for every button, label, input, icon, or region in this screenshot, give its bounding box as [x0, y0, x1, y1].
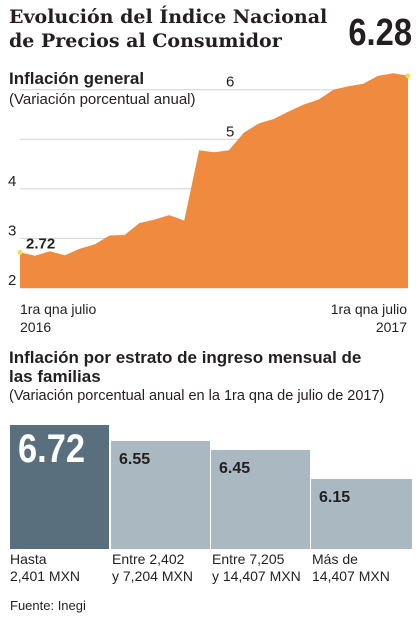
x-label-start: 1ra qna julio 2016	[20, 300, 96, 336]
page-title: Evolución del Índice Nacional de Precios…	[9, 6, 328, 52]
inflation-area-chart: 2 3 4 5 6 2.72	[8, 73, 411, 289]
bar-value-2402-7204: 6.55	[119, 451, 151, 468]
x-label-start-line1: 1ra qna julio	[20, 301, 97, 317]
category-label-mas-14407: Más de 14,407 MXN	[312, 551, 390, 585]
category-label-hasta-2401: Hasta 2,401 MXN	[10, 551, 80, 585]
x-label-end-line2: 2017	[375, 319, 407, 335]
end-point-marker	[405, 73, 411, 79]
category-label-line2: 2,401 MXN	[10, 568, 81, 584]
series-markers: 2.72	[17, 73, 411, 255]
bar-value-mas-14407: 6.15	[319, 488, 351, 506]
y-tick-6: 6	[226, 74, 234, 91]
inflation-area	[20, 73, 408, 288]
category-label-7205-14407: Entre 7,205 y 14,407 MXN	[212, 551, 301, 585]
category-label-line2: y 14,407 MXN	[212, 568, 301, 584]
x-label-start-line2: 2016	[20, 319, 52, 335]
x-label-end-line1: 1ra qna julio	[330, 301, 407, 317]
bar-hasta-2401: 6.72	[10, 425, 109, 549]
category-label-line2: 14,407 MXN	[312, 568, 390, 584]
category-label-2402-7204: Entre 2,402 y 7,204 MXN	[112, 551, 193, 585]
y-tick-2: 2	[8, 272, 16, 289]
source-note: Fuente: Inegi	[10, 598, 86, 613]
line-chart-subtitle: (Variación porcentual anual)	[9, 91, 196, 108]
category-label-line1: Hasta	[10, 551, 47, 567]
category-label-line2: y 7,204 MXN	[112, 568, 193, 584]
y-tick-3: 3	[8, 222, 16, 239]
start-point-marker	[17, 249, 23, 255]
x-label-end: 1ra qna julio 2017	[300, 300, 407, 336]
y-tick-5: 5	[226, 123, 234, 140]
bar-chart-title: Inflación por estrato de ingreso mensual…	[9, 348, 362, 386]
bar-7205-14407: 6.45	[211, 450, 310, 549]
bar-chart-subtitle: (Variación porcentual anual en la 1ra qn…	[9, 388, 385, 404]
bar-mas-14407: 6.15	[311, 478, 412, 549]
bar-value-7205-14407: 6.45	[219, 460, 251, 478]
bar-2402-7204: 6.55	[111, 441, 210, 549]
start-value-label: 2.72	[26, 235, 55, 252]
category-label-line1: Más de	[312, 551, 358, 567]
latest-inflation-value: 6.28	[348, 12, 412, 54]
y-axis-ticks: 2 3 4 5 6	[8, 74, 234, 289]
category-label-line1: Entre 2,402	[112, 551, 185, 567]
category-label-line1: Entre 7,205	[212, 551, 285, 567]
line-chart-title: Inflación general	[9, 69, 145, 88]
income-bar-chart: 6.72 6.55 6.45 6.15	[10, 425, 412, 549]
y-tick-4: 4	[8, 173, 16, 190]
bar-value-hasta-2401: 6.72	[18, 427, 85, 471]
